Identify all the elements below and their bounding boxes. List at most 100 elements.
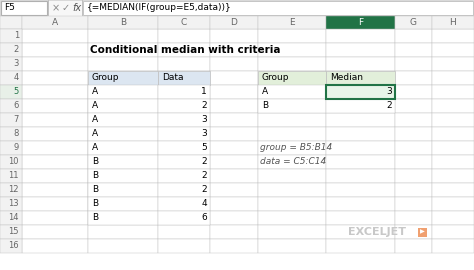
Bar [158,71,210,85]
Bar [88,16,158,29]
Bar [326,155,395,169]
Bar [0,29,22,43]
Bar [326,239,395,253]
Text: ×: × [52,3,60,13]
Bar [258,169,326,183]
Bar [258,113,326,127]
Bar [432,16,474,29]
Text: data = C5:C14: data = C5:C14 [260,157,326,167]
Bar [210,71,258,85]
Text: 14: 14 [9,214,19,222]
Bar [210,183,258,197]
Bar [326,43,395,57]
Text: B: B [262,102,268,110]
Text: 5: 5 [201,143,207,153]
Bar [432,29,474,43]
Bar [258,85,326,99]
Bar [326,183,395,197]
Bar [258,99,326,113]
Bar [432,239,474,253]
Text: F5: F5 [4,4,15,12]
Text: 3: 3 [14,59,19,69]
Bar [326,113,395,127]
Bar [432,85,474,99]
Text: 4: 4 [201,200,207,208]
Text: A: A [92,116,98,124]
Bar [210,29,258,43]
Bar [432,43,474,57]
Bar [158,211,210,225]
Text: B: B [92,214,98,222]
Bar [0,183,22,197]
Text: 2: 2 [201,102,207,110]
Text: group = B5:B14: group = B5:B14 [260,143,332,153]
Text: Data: Data [162,73,183,83]
Bar [395,29,432,43]
Bar [22,99,88,113]
Text: H: H [450,18,456,27]
Text: 6: 6 [201,214,207,222]
Bar [88,211,158,225]
Bar [22,113,88,127]
Bar [22,71,88,85]
Text: G: G [410,18,417,27]
Bar [432,211,474,225]
Bar [395,99,432,113]
Bar [0,43,22,57]
Bar [88,169,158,183]
Bar [158,113,210,127]
Bar [326,71,395,85]
Bar [326,127,395,141]
Bar [22,155,88,169]
Bar [0,169,22,183]
Bar [158,155,210,169]
Text: 2: 2 [201,171,207,181]
Text: Group: Group [92,73,119,83]
Bar [158,113,210,127]
Bar [432,183,474,197]
Bar [0,155,22,169]
Bar [1,1,47,15]
Bar [395,169,432,183]
Text: 7: 7 [14,116,19,124]
Text: B: B [92,185,98,194]
Bar [0,127,22,141]
Bar [258,71,326,85]
Bar [0,211,22,225]
Text: A: A [52,18,58,27]
Bar [0,16,22,29]
Bar [326,16,395,29]
Bar [88,141,158,155]
Text: B: B [92,171,98,181]
Bar [395,141,432,155]
Bar [210,169,258,183]
Text: 13: 13 [9,200,19,208]
Text: 10: 10 [9,157,19,167]
Text: Median: Median [330,73,363,83]
Bar [88,85,158,99]
Bar [395,57,432,71]
Bar [158,155,210,169]
Bar [258,71,326,85]
Bar [88,127,158,141]
Bar [0,239,22,253]
Bar [0,141,22,155]
Bar [22,141,88,155]
Bar [158,239,210,253]
Bar [158,85,210,99]
Bar [48,0,49,16]
Text: A: A [262,87,268,96]
Text: 3: 3 [386,87,392,96]
Bar [158,141,210,155]
Bar [88,141,158,155]
Bar [258,225,326,239]
Bar [158,141,210,155]
Bar [158,197,210,211]
Bar [0,99,22,113]
Bar [326,141,395,155]
Bar [258,85,326,99]
Bar [432,113,474,127]
Bar [158,85,210,99]
Bar [22,183,88,197]
Text: 5: 5 [14,87,19,96]
